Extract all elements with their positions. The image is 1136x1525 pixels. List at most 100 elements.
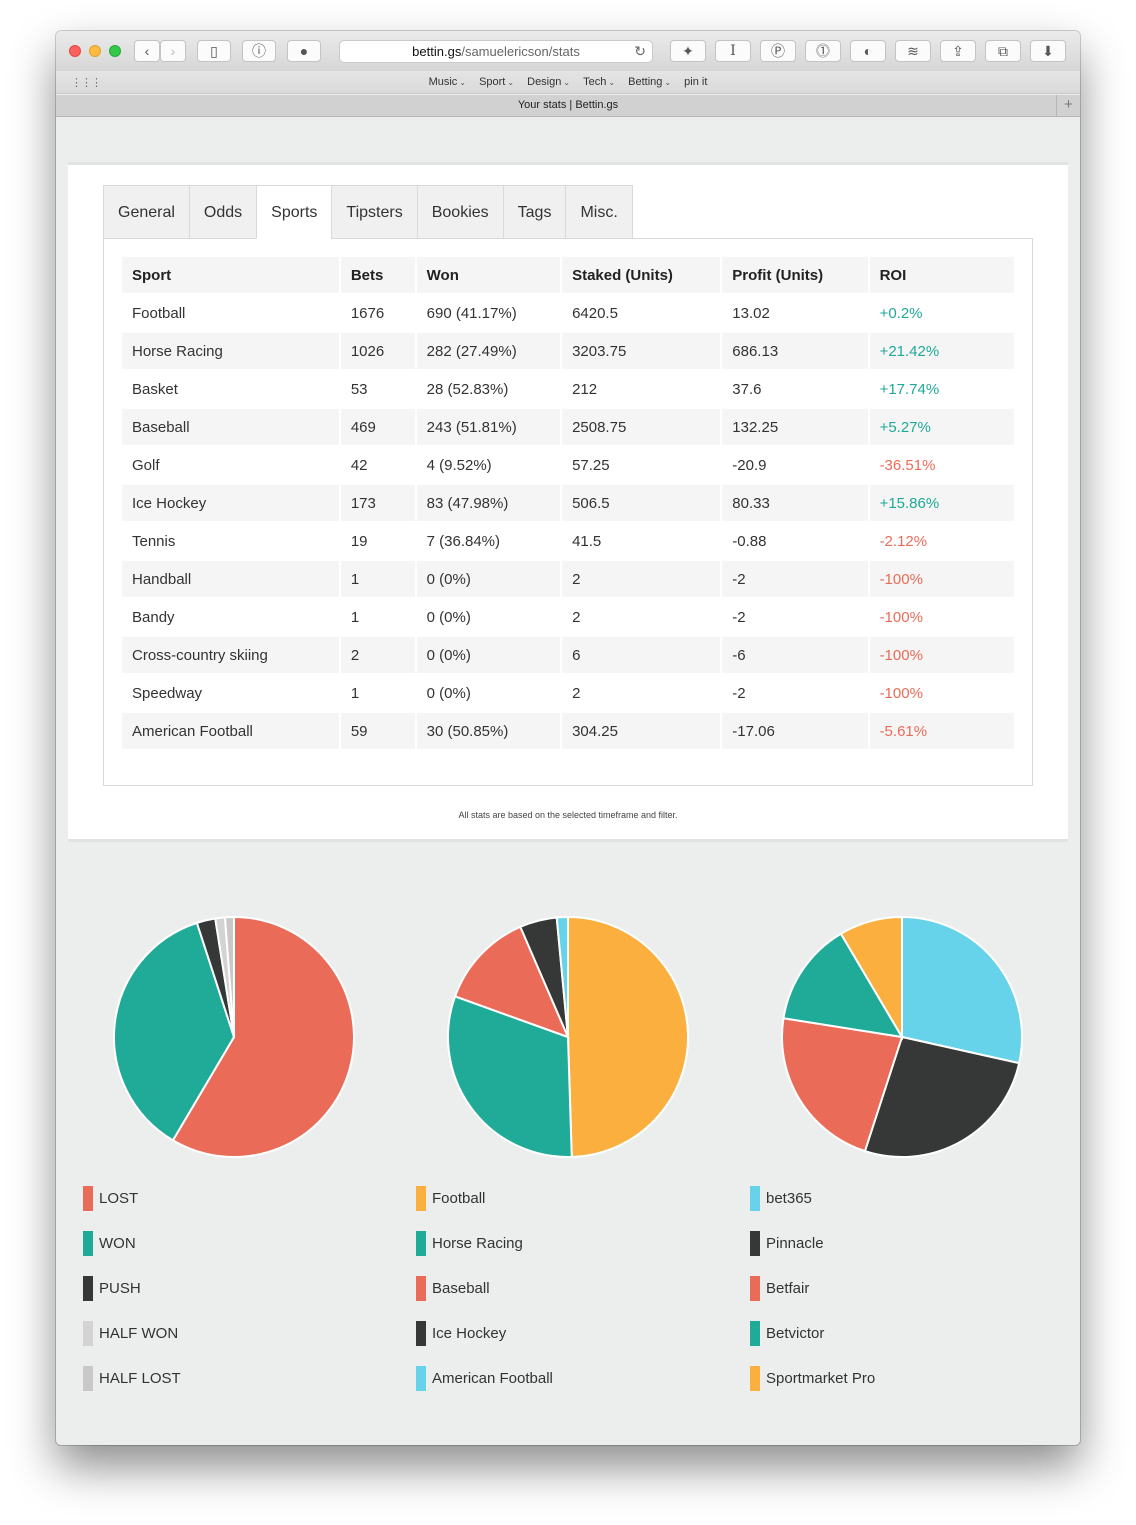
sports-legend: Football Horse Racing Baseball Ice Hockey Am… [416,1176,716,1401]
password-button[interactable]: ⓵ [805,40,841,62]
cell-profit: -2 [722,675,868,711]
pie-slice-betfair[interactable] [781,1017,904,1153]
legend-item: PUSH [83,1266,383,1311]
zoom-window-button[interactable] [109,45,121,57]
cell-staked: 304.25 [562,713,721,749]
cell-bets: 19 [340,523,415,559]
info-button[interactable]: ⓘ [242,40,276,62]
tab-misc[interactable]: Misc. [565,185,633,239]
pie-slice-football[interactable] [567,915,689,1158]
bookies-legend: bet365 Pinnacle Betfair Betvictor Sportmarke… [750,1176,1050,1401]
cell-sport: American Football [122,713,339,749]
pie-slice-lost[interactable] [171,915,355,1158]
table-row: Handball 1 0 (0%) 2 -2 -100% [122,561,1014,597]
pie-slice-baseball[interactable] [453,925,570,1039]
legend-swatch [416,1366,426,1391]
tabs-overview-button[interactable]: ⧉ [985,40,1021,62]
column-header-roi[interactable]: ROI [869,257,1014,293]
pie-slice-sportmarket-pro[interactable] [839,915,903,1041]
bookies-distribution-pie-chart [781,915,1023,1158]
buffer-button[interactable]: ≋ [895,40,931,62]
pie-slice-betvictor[interactable] [782,932,904,1039]
column-header-sport[interactable]: Sport [122,257,339,293]
tabs-icon: ⧉ [998,43,1008,59]
back-button[interactable]: ‹ [134,40,160,62]
chevron-left-icon: ‹ [144,43,150,59]
tab-tipsters[interactable]: Tipsters [331,185,417,239]
share-button[interactable]: ⇪ [940,40,976,62]
cell-bets: 1026 [340,333,415,369]
grid-icon[interactable]: ⋮⋮⋮ [71,77,102,89]
legend-label: LOST [99,1190,139,1207]
bookmark-tech[interactable]: Tech ⌄ [583,76,616,88]
browser-window: ‹ › ▯ ⓘ ● bettin.gs/samuelericson/stats … [56,31,1080,1445]
cell-roi: -36.51% [869,447,1014,483]
extension-icon: ● [299,43,309,59]
magic-button[interactable]: ✦ [670,40,706,62]
bookmark-music[interactable]: Music ⌄ [428,76,466,88]
sports-panel: Sport Bets Won Staked (Units) Profit (Un… [103,238,1033,786]
column-header-bets[interactable]: Bets [340,257,415,293]
legend-swatch [83,1321,93,1346]
cell-profit: -0.88 [722,523,868,559]
new-tab-button[interactable]: + [1056,95,1080,116]
pie-slice-pinnacle[interactable] [863,1035,1021,1158]
legend-swatch [750,1276,760,1301]
table-row: Speedway 1 0 (0%) 2 -2 -100% [122,675,1014,711]
pie-slice-horse-racing[interactable] [447,995,573,1158]
legend-swatch [416,1276,426,1301]
ghostery-button[interactable]: ◐ [850,40,886,62]
legend-item: Ice Hockey [416,1311,716,1356]
address-bar[interactable]: bettin.gs/samuelericson/stats ↻ [339,40,653,63]
close-window-button[interactable] [69,45,81,57]
cell-won: 0 (0%) [416,599,561,635]
cell-roi: -100% [869,599,1014,635]
cell-profit: 132.25 [722,409,868,445]
table-row: Ice Hockey 173 83 (47.98%) 506.5 80.33 +15.86… [122,485,1014,521]
cell-staked: 6420.5 [562,295,721,331]
tab-sports[interactable]: Sports [256,185,332,239]
legend-label: PUSH [99,1280,141,1297]
cell-bets: 1676 [340,295,415,331]
legend-item: Baseball [416,1266,716,1311]
legend-swatch [83,1231,93,1256]
downloads-button[interactable]: ⬇ [1030,40,1066,62]
instapaper-button[interactable]: I [715,40,751,62]
bookmark-design[interactable]: Design ⌄ [527,76,571,88]
cell-won: 690 (41.17%) [416,295,561,331]
tab-bookies[interactable]: Bookies [416,185,503,239]
pie-slice-bet365[interactable] [901,915,1023,1065]
cell-bets: 2 [340,637,415,673]
minimize-window-button[interactable] [89,45,101,57]
tab-tags[interactable]: Tags [502,185,566,239]
sidebar-button[interactable]: ▯ [197,40,231,62]
stats-tabs: General Odds Sports Tipsters Bookies Tag… [103,185,633,239]
forward-button[interactable]: › [160,40,186,62]
legend-label: Ice Hockey [432,1325,507,1342]
tab-odds[interactable]: Odds [188,185,257,239]
pie-slice-won[interactable] [113,921,236,1142]
cell-staked: 2 [562,599,721,635]
legend-item: HALF WON [83,1311,383,1356]
column-header-profit[interactable]: Profit (Units) [722,257,868,293]
chevron-right-icon: › [170,43,176,59]
column-header-won[interactable]: Won [416,257,561,293]
tab-general[interactable]: General [103,185,189,239]
pinterest-button[interactable]: Ⓟ [760,40,796,62]
reload-icon[interactable]: ↻ [634,43,646,59]
table-row: Baseball 469 243 (51.81%) 2508.75 132.25 +5.2… [122,409,1014,445]
legend-label: Betfair [766,1280,810,1297]
extension-button[interactable]: ● [287,40,321,62]
cell-bets: 1 [340,599,415,635]
bookmark-pin-it[interactable]: pin it [684,76,708,88]
browser-tab[interactable]: Your stats | Bettin.gs + [56,95,1080,117]
bookmark-betting[interactable]: Betting ⌄ [628,76,672,88]
cell-won: 0 (0%) [416,637,561,673]
pie-slice-half-lost[interactable] [223,915,235,1038]
legend-item: Betfair [750,1266,1050,1311]
column-header-staked[interactable]: Staked (Units) [562,257,721,293]
legend-swatch [750,1366,760,1391]
bookmark-sport[interactable]: Sport ⌄ [479,76,515,88]
pie-slice-american-football[interactable] [555,915,569,1038]
pinterest-icon: Ⓟ [771,43,785,59]
